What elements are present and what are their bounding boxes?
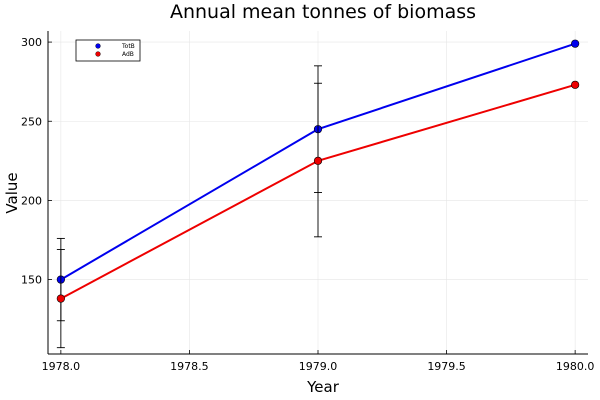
legend-box	[75, 39, 141, 62]
data-point-AdB-0	[56, 294, 65, 303]
x-ticks: 1978.0 1978.5 1979.0 1979.5 1980.0	[42, 350, 595, 373]
data-point-AdB-2	[571, 80, 580, 89]
x-tick-label-1: 1978.5	[170, 360, 209, 373]
y-tick-label-1: 200	[21, 194, 42, 207]
legend-marker-AdB	[95, 51, 101, 57]
y-axis-title: Value	[3, 172, 21, 213]
x-tick-label-0: 1978.0	[42, 360, 81, 373]
x-tick-label-3: 1979.5	[427, 360, 466, 373]
y-ticks: 150 200 250 300	[21, 36, 52, 287]
data-point-TotB-2	[571, 39, 580, 48]
x-tick-label-4: 1980.0	[556, 360, 595, 373]
series-AdB	[56, 80, 580, 349]
y-tick-label-0: 150	[21, 274, 42, 287]
x-tick-label-2: 1979.0	[299, 360, 338, 373]
y-tick-label-3: 300	[21, 36, 42, 49]
series-layer	[56, 39, 580, 349]
data-point-AdB-1	[313, 156, 323, 165]
legend-marker-TotB	[95, 43, 101, 49]
y-tick-label-2: 250	[21, 115, 42, 128]
x-axis-title: Year	[306, 378, 340, 396]
legend-label-AdB: AdB	[122, 51, 134, 58]
chart-title: Annual mean tonnes of biomass	[170, 1, 476, 23]
legend-label-TotB: TotB	[121, 43, 135, 50]
